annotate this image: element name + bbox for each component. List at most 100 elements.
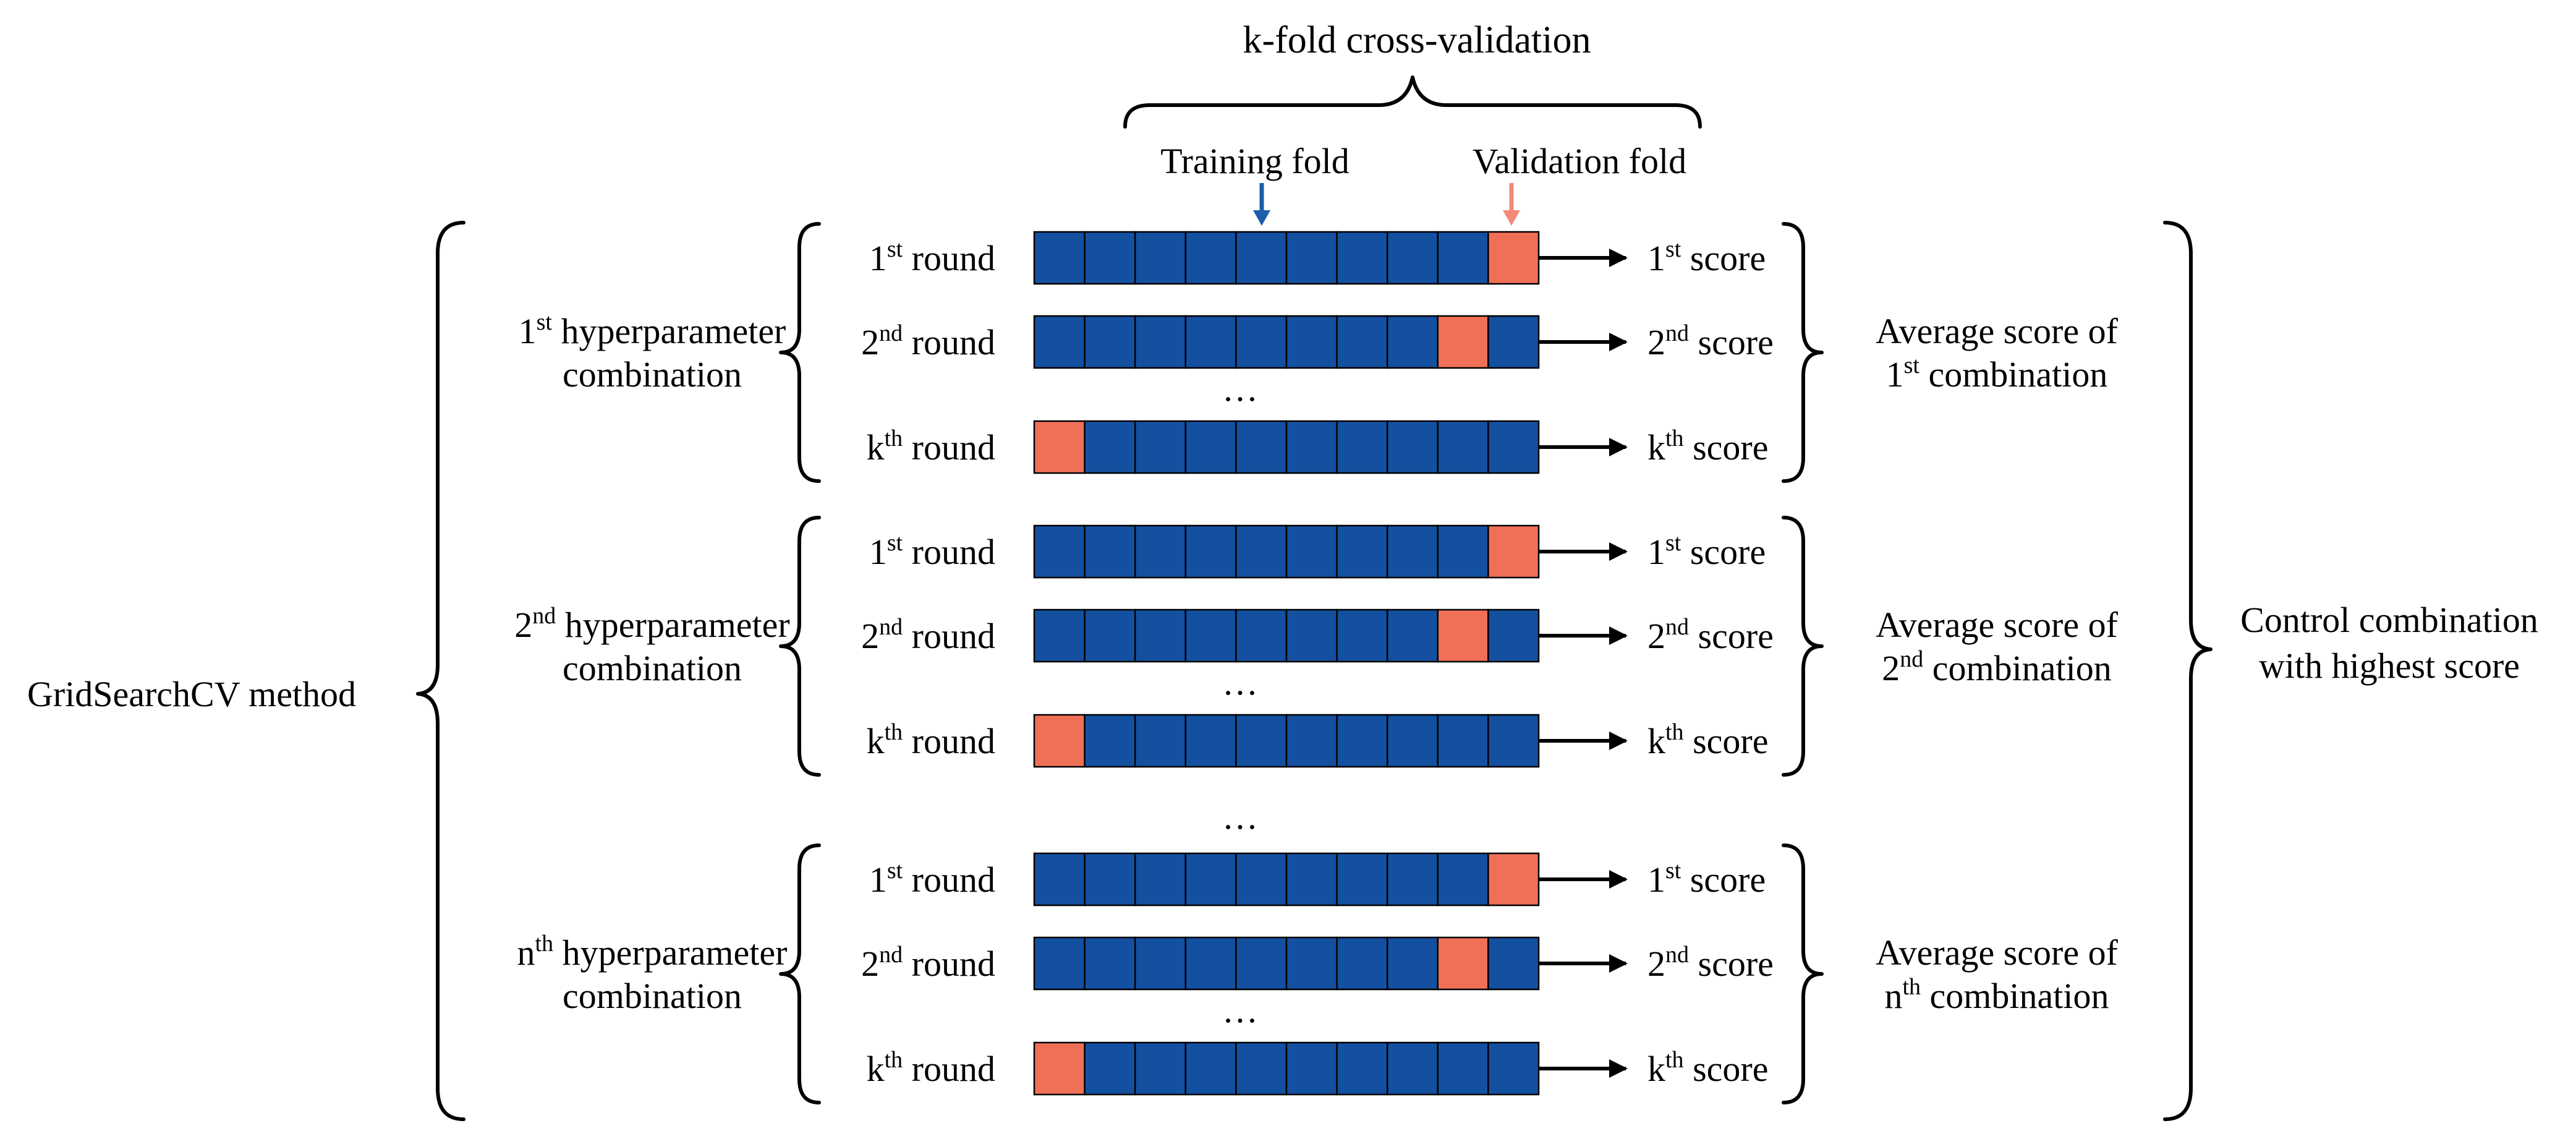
training-fold-cell bbox=[1084, 936, 1136, 991]
score-label-base: k bbox=[1647, 1049, 1665, 1089]
average-label-line2-rest: combination bbox=[1919, 354, 2107, 395]
round-label-sup: st bbox=[887, 858, 903, 884]
training-fold-cell bbox=[1285, 524, 1338, 579]
round-label-base: 2 bbox=[861, 616, 879, 656]
training-fold-cell bbox=[1235, 420, 1288, 474]
training-fold-cell bbox=[1285, 714, 1338, 768]
training-fold-cell bbox=[1084, 608, 1136, 663]
round-label-base: 1 bbox=[869, 532, 887, 572]
training-fold-cell bbox=[1437, 852, 1489, 907]
score-label-sup: th bbox=[1665, 719, 1684, 745]
group-left-brace bbox=[779, 843, 821, 1104]
round-label-rest: round bbox=[903, 616, 995, 656]
score-label-sup: st bbox=[1665, 530, 1681, 556]
score-label-sup: th bbox=[1665, 425, 1684, 451]
round-label: 1st round bbox=[869, 236, 995, 278]
training-fold-cell bbox=[1386, 714, 1439, 768]
average-label-line2-sup: nd bbox=[1900, 646, 1923, 672]
training-fold-cell bbox=[1084, 714, 1136, 768]
training-fold-cell bbox=[1134, 714, 1187, 768]
training-fold-cell bbox=[1184, 1041, 1237, 1096]
score-label-sup: st bbox=[1665, 236, 1681, 262]
validation-pointer-arrow bbox=[1503, 183, 1520, 226]
hyperparameter-label-sup: nd bbox=[532, 603, 556, 629]
group-right-brace bbox=[1782, 222, 1824, 483]
average-label-line1: Average score of bbox=[1876, 933, 2118, 973]
group-right-brace bbox=[1782, 516, 1824, 777]
training-fold-cell bbox=[1386, 524, 1439, 579]
training-fold-cell bbox=[1084, 420, 1136, 474]
hyperparameter-label-line2: combination bbox=[563, 354, 742, 395]
hyperparameter-label-rest: hyperparameter bbox=[556, 605, 789, 645]
round-label-rest: round bbox=[903, 1049, 995, 1089]
training-fold-cell bbox=[1487, 608, 1540, 663]
round-label-base: 1 bbox=[869, 238, 887, 278]
score-label-rest: score bbox=[1689, 322, 1774, 362]
training-fold-cell bbox=[1386, 231, 1439, 285]
average-label-line1: Average score of bbox=[1876, 311, 2118, 351]
training-fold-label: Training fold bbox=[1160, 141, 1350, 181]
hyperparameter-label: 2nd hyperparameter bbox=[514, 603, 789, 645]
training-fold-cell bbox=[1285, 936, 1338, 991]
hyperparameter-label: nth hyperparameter bbox=[517, 931, 788, 973]
round-label: 1st round bbox=[869, 858, 995, 900]
round-label-base: 2 bbox=[861, 322, 879, 362]
kfold-brace bbox=[1123, 75, 1702, 129]
training-fold-cell bbox=[1235, 608, 1288, 663]
training-fold-cell bbox=[1235, 231, 1288, 285]
hyperparameter-label-base: 1 bbox=[519, 311, 537, 351]
score-label-rest: score bbox=[1684, 721, 1769, 761]
average-label-line2-base: n bbox=[1884, 976, 1902, 1016]
score-label-rest: score bbox=[1689, 616, 1774, 656]
average-label-line2-sup: st bbox=[1904, 352, 1920, 378]
hyperparameter-label-line2: combination bbox=[563, 976, 742, 1016]
training-fold-cell bbox=[1336, 315, 1388, 369]
score-label-base: 2 bbox=[1647, 616, 1665, 656]
training-fold-cell bbox=[1235, 936, 1288, 991]
hyperparameter-label-base: n bbox=[517, 933, 535, 973]
score-label-rest: score bbox=[1689, 944, 1774, 984]
training-fold-cell bbox=[1437, 1041, 1489, 1096]
method-brace bbox=[416, 221, 465, 1121]
score-label-base: 1 bbox=[1647, 238, 1665, 278]
score-label-base: 1 bbox=[1647, 532, 1665, 572]
score-label-sup: nd bbox=[1665, 614, 1689, 640]
training-pointer-arrow bbox=[1253, 183, 1270, 226]
hyperparameter-label: 1st hyperparameter bbox=[519, 309, 786, 351]
training-fold-cell bbox=[1386, 315, 1439, 369]
training-fold-cell bbox=[1134, 231, 1187, 285]
hyperparameter-label-sup: th bbox=[535, 931, 554, 957]
training-fold-cell bbox=[1184, 608, 1237, 663]
score-label-base: k bbox=[1647, 721, 1665, 761]
round-row: 2nd round 2nd score bbox=[861, 608, 1774, 663]
rounds-ellipsis: … bbox=[1222, 990, 1258, 1030]
round-row: 1st round 1st score bbox=[869, 852, 1766, 907]
training-fold-cell bbox=[1084, 315, 1136, 369]
hyperparameter-label-base: 2 bbox=[514, 605, 532, 645]
validation-fold-cell bbox=[1033, 1041, 1086, 1096]
round-label-rest: round bbox=[903, 322, 995, 362]
validation-fold-cell bbox=[1487, 231, 1540, 285]
training-fold-cell bbox=[1134, 420, 1187, 474]
round-label-sup: nd bbox=[879, 320, 903, 346]
score-label-sup: nd bbox=[1665, 320, 1689, 346]
score-label-sup: th bbox=[1665, 1047, 1684, 1073]
validation-fold-cell bbox=[1437, 315, 1489, 369]
training-fold-cell bbox=[1487, 714, 1540, 768]
score-label-base: 2 bbox=[1647, 322, 1665, 362]
score-label-sup: st bbox=[1665, 858, 1681, 884]
score-label: 1st score bbox=[1647, 858, 1766, 900]
round-label-sup: st bbox=[887, 236, 903, 262]
average-label-line2: 2nd combination bbox=[1882, 646, 2111, 688]
training-fold-cell bbox=[1285, 231, 1338, 285]
training-fold-cell bbox=[1033, 315, 1086, 369]
result-brace bbox=[2163, 221, 2213, 1121]
round-label-rest: round bbox=[903, 944, 995, 984]
training-fold-cell bbox=[1386, 608, 1439, 663]
training-fold-cell bbox=[1134, 315, 1187, 369]
score-label-rest: score bbox=[1684, 1049, 1769, 1089]
